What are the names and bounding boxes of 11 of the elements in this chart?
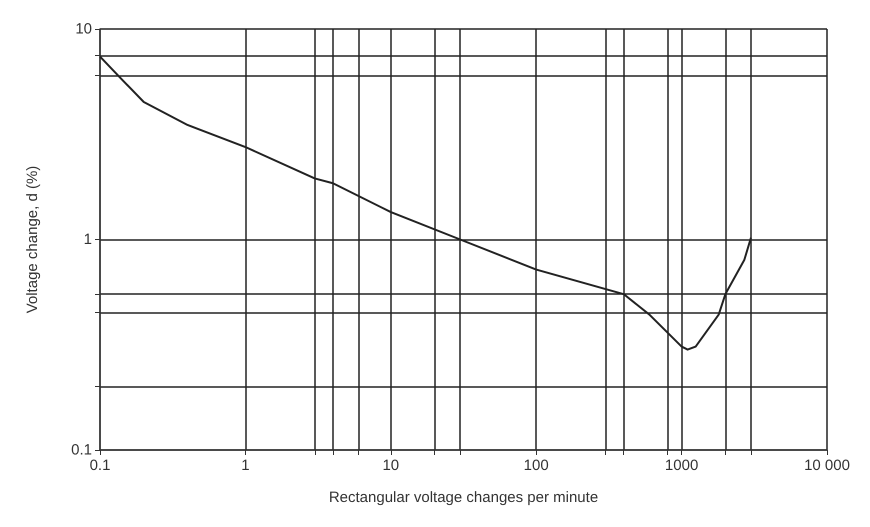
x-tick-label: 10 <box>382 457 400 474</box>
x-tick-label: 1000 <box>664 457 698 474</box>
x-axis-title: Rectangular voltage changes per minute <box>328 489 598 506</box>
x-tick-label: 100 <box>524 457 549 474</box>
y-tick-label: 1 <box>84 231 92 248</box>
x-tick-label: 0.1 <box>90 457 110 474</box>
x-tick-label: 10 000 <box>804 457 850 474</box>
y-axis-title: Voltage change, d (%) <box>24 166 41 314</box>
x-tick-label: 1 <box>241 457 250 474</box>
y-tick-label: 10 <box>75 20 92 38</box>
y-tick-label: 0.1 <box>71 442 92 458</box>
